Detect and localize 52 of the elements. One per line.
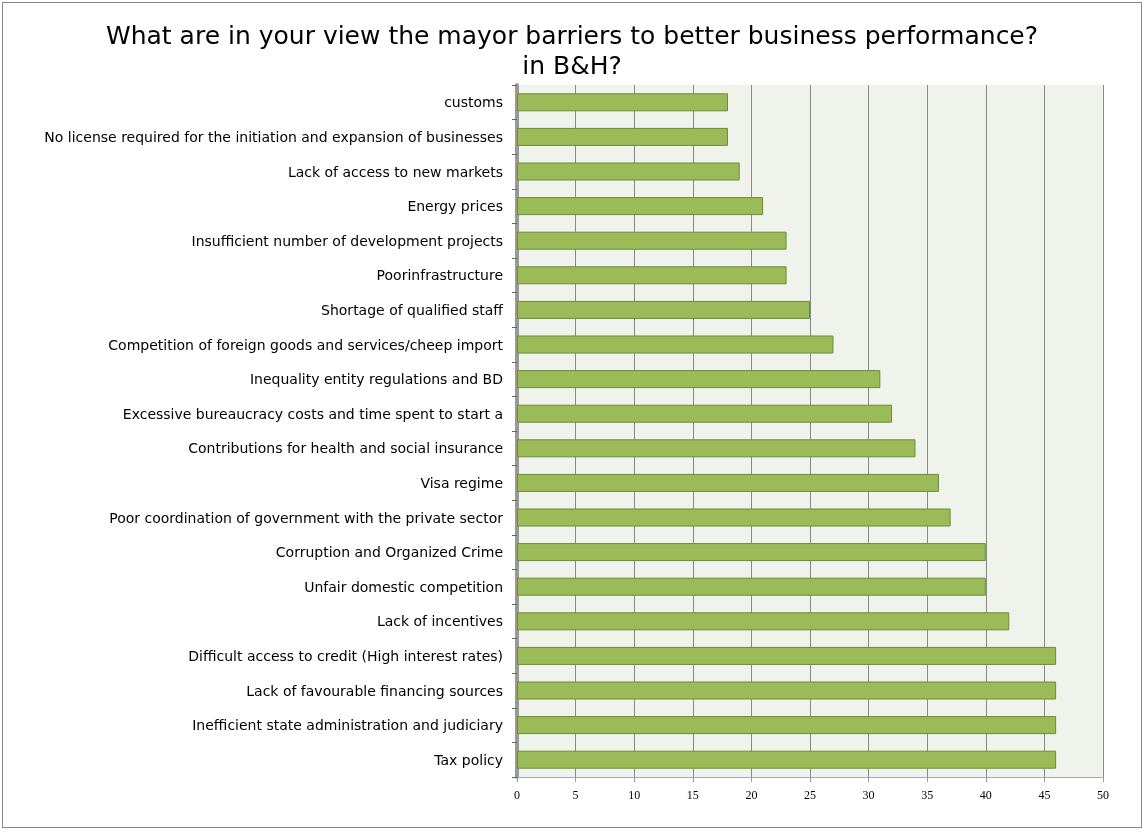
y-tick-label: Competition of foreign goods and services/cheep import <box>108 336 504 353</box>
x-tick-label: 40 <box>979 788 992 802</box>
y-tick-label: Lack of favourable financing sources <box>246 682 503 699</box>
y-tick-label: Unfair domestic competition <box>304 578 503 595</box>
bar <box>517 231 787 250</box>
x-tick-label: 0 <box>514 788 520 802</box>
bar <box>517 716 1057 735</box>
y-tick-label: Lack of access to new markets <box>287 163 503 180</box>
y-tick-label: Energy prices <box>407 198 503 215</box>
x-tick-label: 5 <box>572 788 579 802</box>
y-tick-label: Lack of incentives <box>376 613 503 630</box>
bar <box>517 681 1057 700</box>
y-tick-label: Inequality entity regulations and BD <box>249 371 503 388</box>
y-tick-label: Tax policy <box>433 751 503 768</box>
bar <box>517 300 810 319</box>
bar <box>517 93 728 112</box>
bar <box>517 577 986 596</box>
y-tick-label: customs <box>444 94 503 111</box>
x-tick-label: 25 <box>804 788 816 802</box>
x-tick-label: 10 <box>628 788 641 802</box>
x-tick-label: 30 <box>862 788 875 802</box>
bar <box>517 162 740 181</box>
y-tick-label: Insufficient number of development projects <box>191 232 503 249</box>
x-tick-label: 20 <box>745 788 758 802</box>
x-tick-label: 45 <box>1038 788 1051 802</box>
y-tick-label: Excessive bureaucracy costs and time spent to start a <box>122 405 503 422</box>
bar <box>517 370 881 389</box>
y-tick-label: No license required for the initiation and expansion of businesses <box>44 128 503 145</box>
y-tick-label: Difficult access to credit (High interest rates) <box>188 647 503 664</box>
y-tick-label: Poorinfrastructure <box>376 267 503 284</box>
chart-title: What are in your view the mayor barriers to better business performance? in B&H? <box>105 20 1039 80</box>
bar <box>517 127 728 146</box>
y-tick-label: Shortage of qualified staff <box>321 301 504 318</box>
bar <box>517 439 916 458</box>
bar <box>517 612 1010 631</box>
y-tick-label: Corruption and Organized Crime <box>275 544 503 561</box>
bar <box>517 750 1057 769</box>
bar <box>517 508 951 527</box>
x-tick-label: 50 <box>1097 788 1109 802</box>
bar <box>517 335 834 354</box>
bar <box>517 404 893 423</box>
y-tick-label: Visa regime <box>420 474 503 491</box>
bar <box>517 473 939 492</box>
y-tick-label: Poor coordination of government with the private sector <box>109 509 504 526</box>
y-tick-label: Inefficient state administration and judiciary <box>192 717 503 734</box>
bar <box>517 266 787 285</box>
bar <box>517 197 764 216</box>
bar <box>517 543 986 562</box>
x-tick-label: 15 <box>686 788 699 802</box>
x-tick-label: 35 <box>921 788 934 802</box>
bar <box>517 646 1057 665</box>
y-tick-label: Contributions for health and social insurance <box>188 440 503 457</box>
